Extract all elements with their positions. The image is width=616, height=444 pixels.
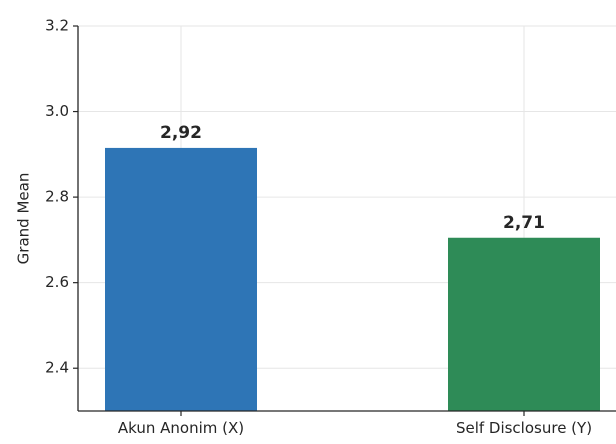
tick-layer: 2.4 2.6 2.8 3.0 3.2 Akun Anonim (X) Self Discl… [45,17,592,438]
axis-layer [77,26,616,412]
bar-self-disclosure [448,237,600,411]
label-layer: 2,92 2,71 [160,123,545,233]
y-tick-label: 3.0 [45,102,69,120]
y-tick-label: 2.4 [45,359,69,377]
y-tick-label: 2.6 [45,273,69,291]
x-tick-label: Self Disclosure (Y) [456,419,592,437]
y-tick-label: 2.8 [45,188,69,206]
data-label: 2,92 [160,123,202,143]
bar-layer [105,147,600,411]
y-axis-label: Grand Mean [15,173,33,265]
bar-akun-anonim [105,147,257,411]
y-tick-label: 3.2 [45,17,69,35]
x-tick-label: Akun Anonim (X) [118,419,244,437]
data-label: 2,71 [503,213,545,233]
